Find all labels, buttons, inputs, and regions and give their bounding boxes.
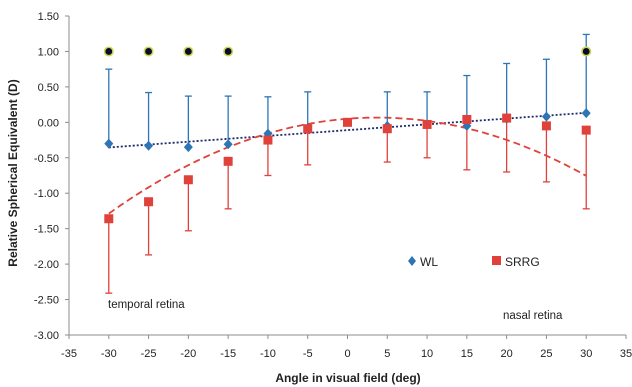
data-point-wl — [104, 138, 114, 149]
x-tick-label: 20 — [501, 348, 513, 360]
data-point-srrg — [343, 117, 352, 127]
data-point-wl — [144, 140, 154, 151]
x-axis-title: Angle in visual field (deg) — [275, 371, 420, 385]
data-point-wl — [223, 139, 233, 150]
axes — [65, 15, 627, 339]
legend: WL SRRG — [408, 255, 540, 269]
x-tick-label: -5 — [303, 348, 313, 360]
y-tick-label: -1.00 — [34, 188, 59, 200]
y-tick-label: 0.00 — [38, 117, 59, 129]
legend-wl-label: WL — [420, 255, 438, 269]
data-point-srrg — [303, 124, 313, 134]
y-tick-label: -1.50 — [34, 224, 59, 236]
legend-srrg-label: SRRG — [505, 255, 540, 269]
tick-labels: -35 -30 -25 -20 -15 -10 -5 0 5 10 15 20 25 30 35 -3.00 -… — [34, 11, 632, 360]
data-point-srrg — [263, 135, 273, 145]
data-point-srrg — [502, 113, 512, 123]
legend-srrg-marker — [492, 256, 501, 265]
data-point-srrg — [422, 119, 432, 129]
trendlines — [108, 111, 587, 215]
x-tick-label: 15 — [461, 348, 473, 360]
significance-marker — [103, 46, 114, 57]
data-point-srrg — [183, 175, 193, 185]
x-tick-label: -20 — [180, 348, 196, 360]
data-points — [104, 108, 591, 224]
y-axis-title: Relative Spherical Equivalent (D) — [6, 79, 20, 266]
x-tick-label: -15 — [220, 348, 236, 360]
data-point-srrg — [104, 214, 114, 224]
data-point-srrg — [462, 114, 472, 124]
x-tick-label: -35 — [61, 348, 77, 360]
data-point-srrg — [541, 121, 551, 131]
data-point-srrg — [581, 125, 591, 135]
y-tick-label: -2.00 — [34, 259, 59, 271]
y-tick-label: 1.00 — [38, 46, 59, 58]
legend-wl-marker — [408, 256, 416, 266]
x-tick-label: -30 — [101, 348, 117, 360]
significance-marker — [183, 46, 194, 57]
significance-marker — [223, 46, 234, 57]
trendline-srrg — [108, 116, 587, 215]
data-point-srrg — [144, 197, 154, 207]
significance-marker — [143, 46, 154, 57]
x-tick-label: 10 — [421, 348, 433, 360]
x-tick-label: 25 — [540, 348, 552, 360]
data-point-wl — [183, 142, 193, 153]
significance-markers — [103, 46, 592, 57]
annotation-nasal-retina: nasal retina — [503, 310, 563, 322]
x-tick-label: 0 — [344, 348, 350, 360]
significance-marker — [581, 46, 592, 57]
x-tick-label: 30 — [580, 348, 592, 360]
data-point-wl — [581, 108, 591, 119]
y-tick-label: -0.50 — [34, 153, 59, 165]
y-tick-label: 0.50 — [38, 82, 59, 94]
data-point-wl — [541, 111, 551, 122]
x-tick-label: -25 — [141, 348, 157, 360]
data-point-srrg — [382, 124, 392, 134]
x-tick-label: -10 — [260, 348, 276, 360]
y-tick-label: -2.50 — [34, 295, 59, 307]
x-tick-label: 35 — [620, 348, 632, 360]
x-tick-label: 5 — [384, 348, 390, 360]
y-tick-label: -3.00 — [34, 330, 59, 342]
annotation-temporal-retina: temporal retina — [108, 299, 185, 311]
y-tick-label: 1.50 — [38, 11, 59, 23]
data-point-srrg — [223, 156, 233, 166]
